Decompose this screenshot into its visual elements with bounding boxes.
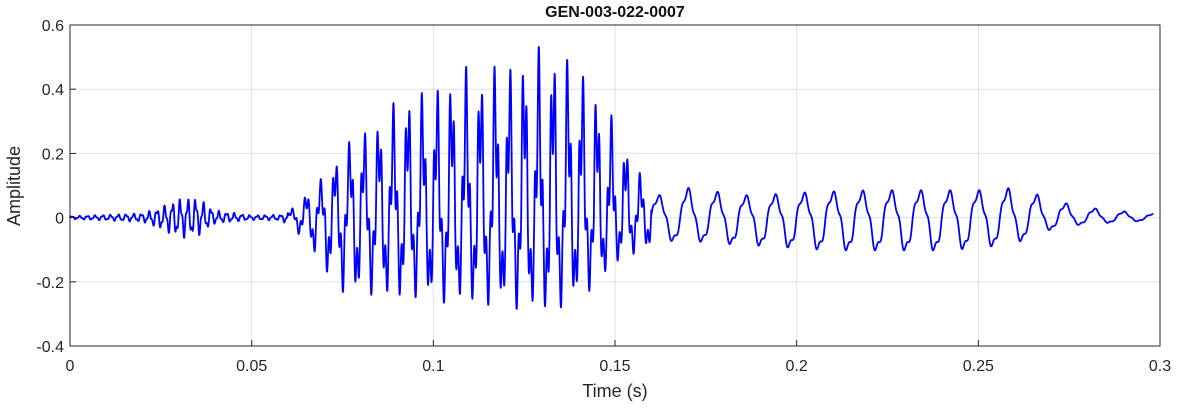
x-tick-label: 0.05 — [236, 358, 267, 375]
y-tick-label: 0.6 — [42, 18, 64, 35]
y-tick-label: 0.2 — [42, 146, 64, 163]
y-axis: -0.4 -0.2 0 0.2 0.4 0.6 — [36, 18, 76, 356]
y-tick-label: -0.4 — [36, 339, 64, 356]
x-tick-label: 0.25 — [963, 358, 994, 375]
x-axis: 0 0.05 0.1 0.15 0.2 0.25 0.3 — [66, 340, 1171, 375]
series-line — [69, 45, 1154, 310]
chart-title: GEN-003-022-0007 — [545, 4, 685, 21]
x-tick-label: 0.2 — [786, 358, 808, 375]
series-layer — [69, 45, 1154, 310]
x-tick-label: 0.1 — [422, 358, 444, 375]
y-tick-label: 0.4 — [42, 82, 64, 99]
x-tick-label: 0.15 — [599, 358, 630, 375]
y-axis-label: Amplitude — [4, 146, 24, 226]
y-tick-label: -0.2 — [36, 275, 64, 292]
x-tick-label: 0.3 — [1149, 358, 1171, 375]
x-axis-label: Time (s) — [582, 381, 647, 401]
x-tick-label: 0 — [66, 358, 75, 375]
y-tick-label: 0 — [55, 211, 64, 228]
